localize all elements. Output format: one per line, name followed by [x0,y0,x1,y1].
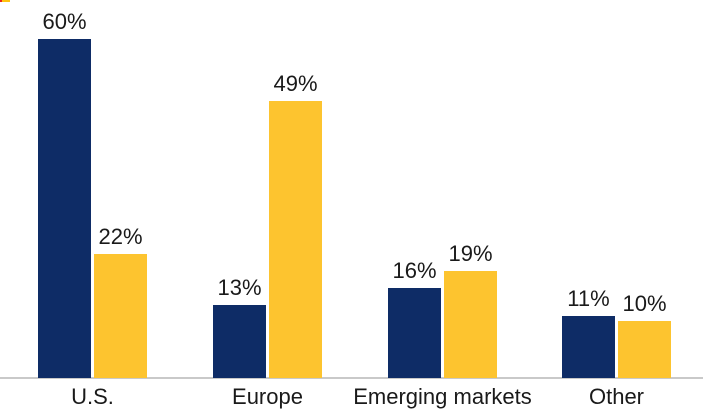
cropped-logo-sliver-red [0,0,2,2]
bar-navy-series-3 [562,316,615,378]
value-label-navy-series-3: 11% [567,286,610,311]
category-label-1: Europe [232,384,303,409]
x-axis-line [0,377,703,379]
value-label-gold-series-0: 22% [98,224,143,249]
category-label-2: Emerging markets [353,384,532,409]
bar-navy-series-1 [213,305,266,378]
bar-gold-series-1 [269,101,322,378]
bar-gold-series-0 [94,254,147,378]
bar-navy-series-2 [388,288,441,378]
value-label-gold-series-1: 49% [273,71,318,96]
bar-gold-series-2 [444,271,497,378]
bar-gold-series-3 [618,321,671,378]
category-label-0: U.S. [71,384,114,409]
value-label-gold-series-2: 19% [448,241,493,266]
value-label-gold-series-3: 10% [622,291,667,316]
category-label-3: Other [588,384,645,409]
bar-navy-series-0 [38,39,91,378]
value-label-navy-series-2: 16% [392,258,437,283]
value-label-navy-series-0: 60% [42,9,87,34]
value-label-navy-series-1: 13% [217,275,262,300]
cropped-logo-sliver-yellow [2,0,10,2]
